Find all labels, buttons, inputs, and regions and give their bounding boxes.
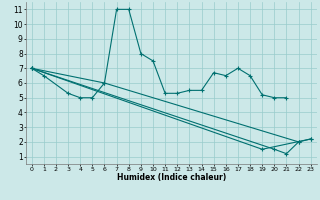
X-axis label: Humidex (Indice chaleur): Humidex (Indice chaleur) [116,173,226,182]
